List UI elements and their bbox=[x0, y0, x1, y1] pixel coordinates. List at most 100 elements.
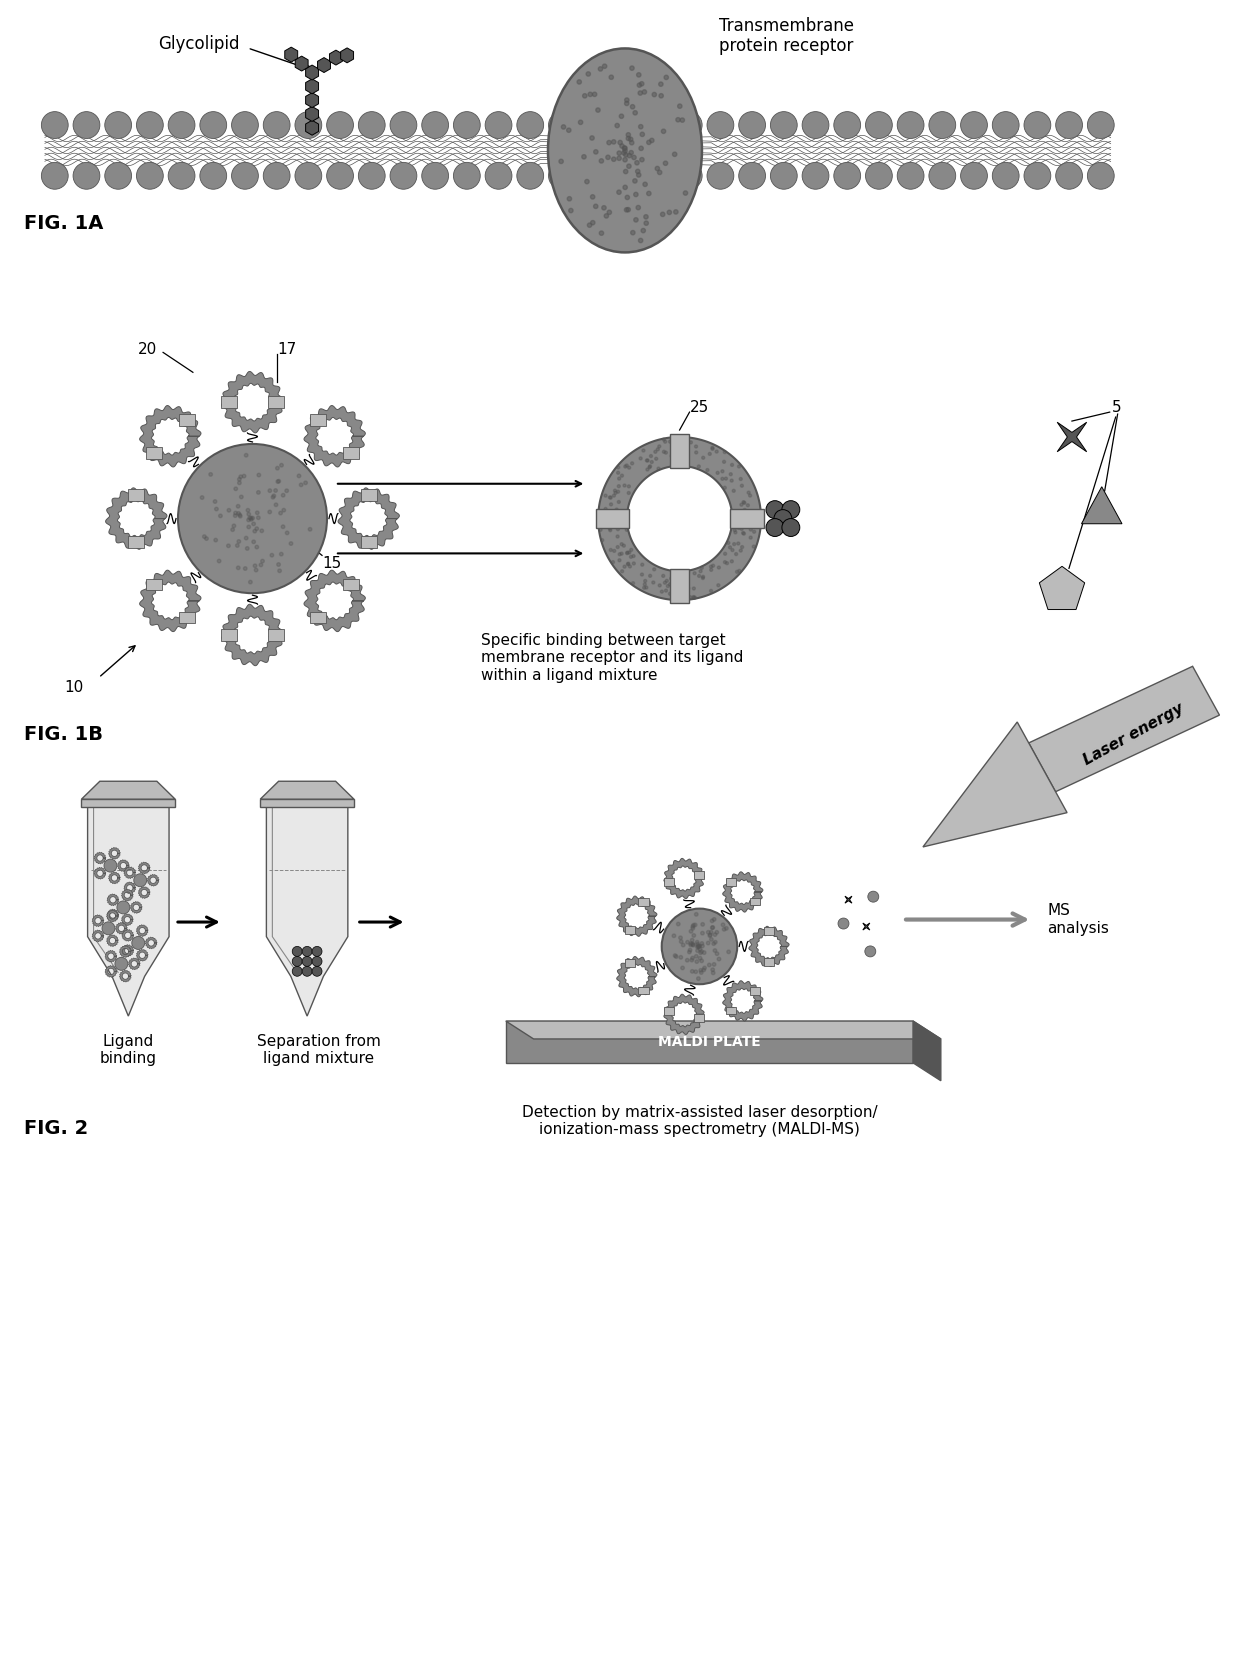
Circle shape bbox=[117, 901, 130, 914]
Circle shape bbox=[247, 525, 250, 529]
Circle shape bbox=[104, 859, 117, 873]
Circle shape bbox=[136, 111, 164, 138]
Circle shape bbox=[249, 517, 253, 522]
Circle shape bbox=[689, 440, 692, 444]
Circle shape bbox=[1024, 163, 1050, 189]
Text: 17: 17 bbox=[278, 342, 296, 357]
Circle shape bbox=[696, 942, 699, 946]
Text: Separation from
ligand mixture: Separation from ligand mixture bbox=[257, 1034, 381, 1067]
Circle shape bbox=[646, 469, 649, 470]
Circle shape bbox=[723, 560, 727, 563]
Circle shape bbox=[559, 160, 563, 163]
Bar bbox=[221, 630, 237, 642]
Circle shape bbox=[652, 93, 656, 96]
Circle shape bbox=[667, 209, 672, 214]
Circle shape bbox=[278, 568, 281, 573]
Circle shape bbox=[655, 166, 660, 171]
Circle shape bbox=[422, 111, 449, 138]
Circle shape bbox=[625, 464, 629, 467]
Circle shape bbox=[232, 111, 258, 138]
Polygon shape bbox=[145, 937, 157, 949]
Circle shape bbox=[691, 942, 694, 946]
Circle shape bbox=[618, 485, 620, 487]
Circle shape bbox=[312, 956, 322, 966]
Circle shape bbox=[755, 520, 758, 524]
Circle shape bbox=[692, 587, 696, 590]
Circle shape bbox=[213, 500, 217, 504]
Circle shape bbox=[691, 926, 694, 931]
Circle shape bbox=[694, 912, 698, 916]
Polygon shape bbox=[136, 924, 148, 936]
Circle shape bbox=[609, 527, 611, 530]
Circle shape bbox=[717, 957, 720, 961]
Circle shape bbox=[703, 966, 707, 969]
Bar bbox=[361, 537, 377, 548]
Circle shape bbox=[702, 575, 704, 578]
Circle shape bbox=[713, 932, 717, 936]
Circle shape bbox=[616, 535, 619, 538]
Circle shape bbox=[295, 111, 321, 138]
Polygon shape bbox=[139, 888, 150, 899]
Circle shape bbox=[676, 118, 681, 121]
Circle shape bbox=[625, 194, 630, 199]
Circle shape bbox=[454, 111, 480, 138]
Circle shape bbox=[753, 545, 755, 548]
Polygon shape bbox=[115, 922, 128, 934]
Circle shape bbox=[102, 922, 115, 934]
Polygon shape bbox=[140, 406, 201, 467]
Circle shape bbox=[616, 512, 620, 515]
Bar bbox=[625, 959, 635, 967]
Circle shape bbox=[738, 527, 740, 530]
Circle shape bbox=[802, 163, 828, 189]
Circle shape bbox=[697, 944, 701, 947]
Circle shape bbox=[621, 151, 626, 155]
Circle shape bbox=[630, 141, 634, 145]
Circle shape bbox=[73, 111, 100, 138]
Circle shape bbox=[629, 136, 632, 141]
Circle shape bbox=[696, 944, 699, 947]
Polygon shape bbox=[260, 781, 353, 799]
Circle shape bbox=[709, 590, 713, 592]
Circle shape bbox=[665, 450, 667, 454]
Circle shape bbox=[724, 552, 727, 555]
Circle shape bbox=[662, 439, 666, 440]
Polygon shape bbox=[913, 1020, 941, 1080]
Circle shape bbox=[864, 946, 875, 957]
Circle shape bbox=[630, 555, 632, 558]
Circle shape bbox=[608, 209, 611, 214]
Circle shape bbox=[689, 942, 693, 946]
Circle shape bbox=[41, 163, 68, 189]
Circle shape bbox=[696, 949, 699, 952]
Circle shape bbox=[626, 133, 630, 136]
Bar bbox=[179, 414, 195, 425]
Circle shape bbox=[268, 489, 272, 492]
Text: Specific binding between target
membrane receptor and its ligand
within a ligand: Specific binding between target membrane… bbox=[481, 633, 743, 683]
Circle shape bbox=[587, 71, 590, 76]
Circle shape bbox=[699, 969, 703, 972]
Circle shape bbox=[740, 525, 743, 529]
Circle shape bbox=[693, 572, 696, 575]
Circle shape bbox=[729, 545, 732, 548]
Bar bbox=[260, 799, 353, 808]
Circle shape bbox=[653, 450, 657, 454]
Circle shape bbox=[662, 575, 665, 577]
Polygon shape bbox=[92, 931, 104, 942]
Circle shape bbox=[232, 524, 236, 527]
Circle shape bbox=[749, 529, 753, 532]
Circle shape bbox=[735, 570, 739, 573]
Circle shape bbox=[739, 477, 743, 480]
Circle shape bbox=[255, 545, 259, 548]
Polygon shape bbox=[148, 874, 159, 886]
Polygon shape bbox=[304, 570, 366, 632]
Circle shape bbox=[604, 494, 608, 497]
Circle shape bbox=[718, 567, 720, 568]
Circle shape bbox=[723, 450, 727, 454]
Circle shape bbox=[243, 567, 247, 570]
Circle shape bbox=[676, 442, 678, 445]
Circle shape bbox=[708, 932, 712, 937]
Circle shape bbox=[697, 465, 701, 469]
Circle shape bbox=[702, 457, 704, 459]
Circle shape bbox=[618, 558, 621, 562]
Circle shape bbox=[676, 163, 702, 189]
Circle shape bbox=[681, 966, 684, 969]
